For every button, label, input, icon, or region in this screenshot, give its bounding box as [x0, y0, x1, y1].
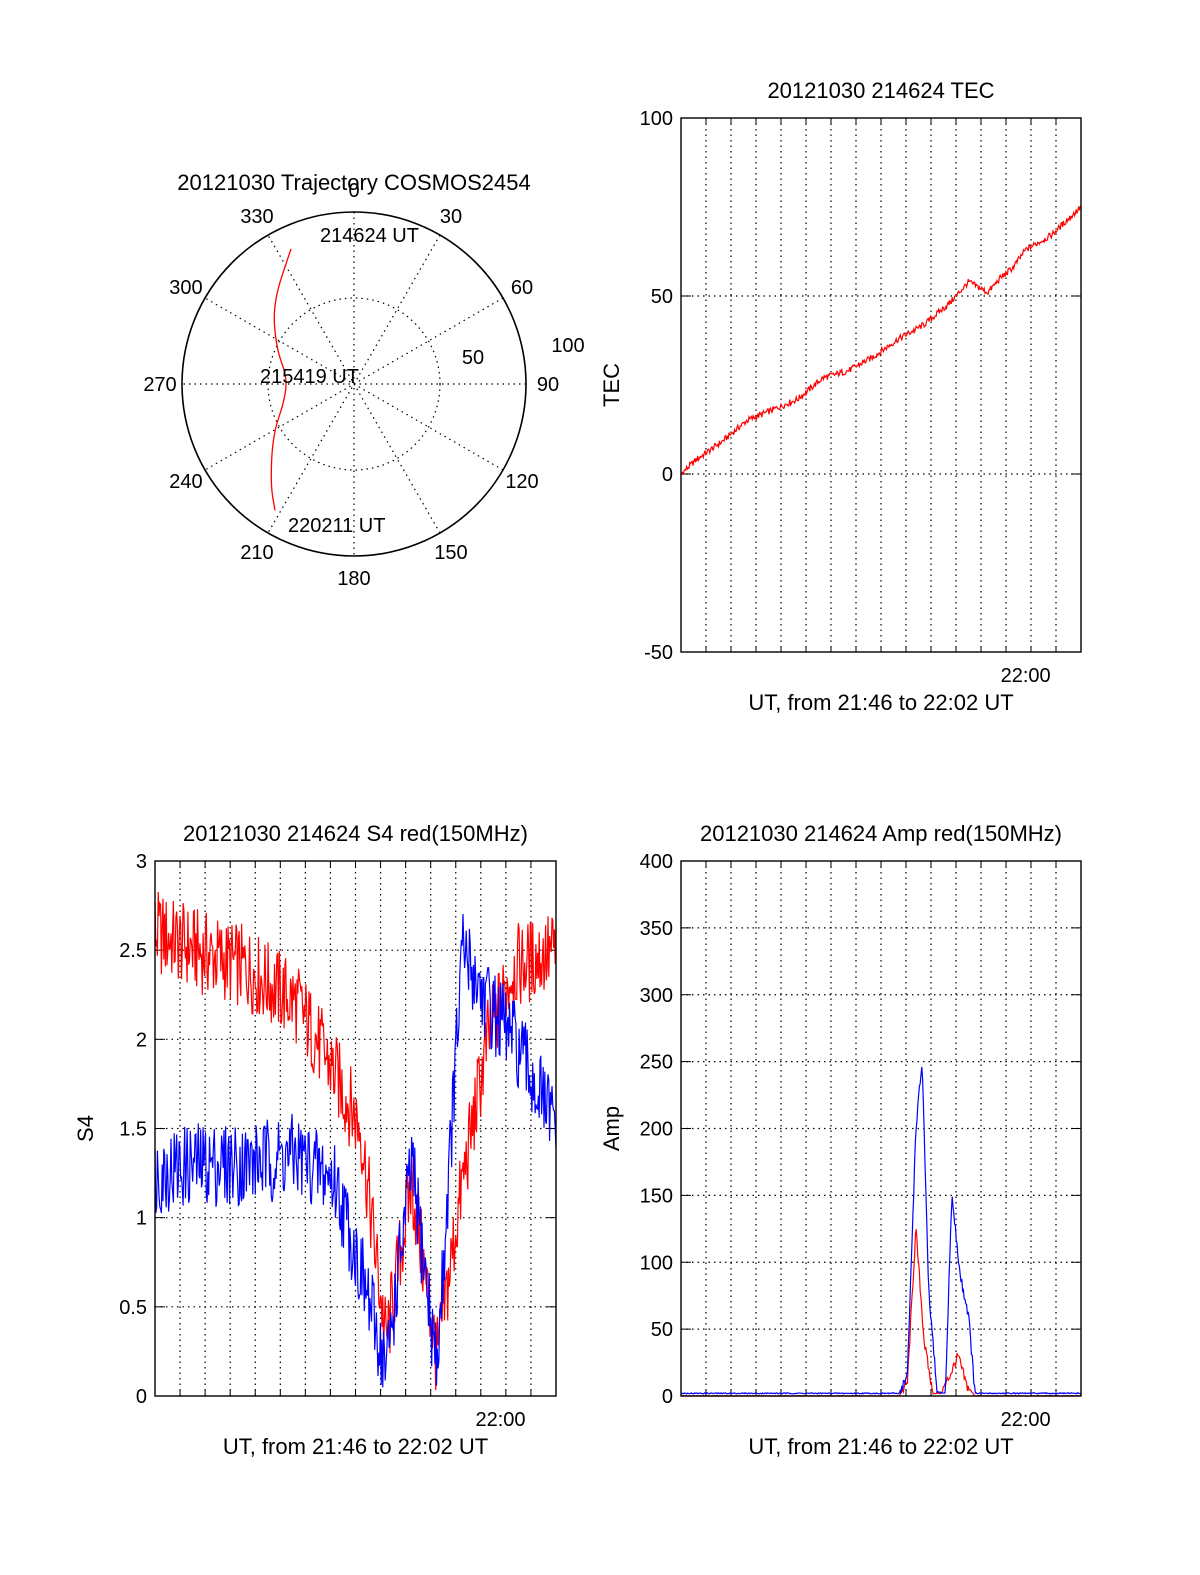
polar-azimuth-label-120: 120 [505, 471, 538, 493]
polar-inner-ring [267, 297, 441, 471]
tec-chart: 20121030 214624 TEC 100 50 0 -50 22:00 UT, fro… [599, 78, 1082, 715]
polar-azimuth-label-300: 300 [169, 277, 202, 299]
y-tick-label: 300 [640, 985, 673, 1007]
y-tick-label: 150 [640, 1185, 673, 1207]
y-tick-label: 100 [640, 108, 673, 130]
y-tick-label: 400 [640, 851, 673, 873]
y-tick-label: 50 [651, 286, 673, 308]
chart-title: 20121030 214624 S4 red(150MHz) [183, 821, 528, 846]
y-axis-label: S4 [73, 1115, 98, 1142]
grid-lines [155, 861, 556, 1396]
y-tick-label: 0 [136, 1386, 147, 1408]
polar-spoke-150 [267, 234, 441, 534]
plot-frame [680, 117, 1082, 653]
y-tick-label: 2 [136, 1029, 147, 1051]
series-line-2 [154, 913, 557, 1388]
y-tick-label: 2.5 [119, 940, 147, 962]
y-tick-label: -50 [644, 642, 673, 664]
polar-azimuth-label-270: 270 [143, 374, 176, 396]
x-tick-label: 22:00 [1001, 665, 1051, 687]
polar-azimuth-label-90: 90 [537, 374, 559, 396]
x-tick-label: 22:00 [475, 1409, 525, 1431]
polar-azimuth-label-180: 180 [337, 568, 370, 590]
chart-title: 20121030 214624 TEC [767, 78, 994, 103]
polar-azimuth-label-330: 330 [240, 206, 273, 228]
polar-track [270, 248, 292, 511]
x-axis-label: UT, from 21:46 to 22:02 UT [223, 1434, 488, 1459]
polar-azimuth-label-210: 210 [240, 542, 273, 564]
y-axis-label: TEC [599, 363, 624, 407]
polar-track-line [270, 248, 292, 511]
y-tick-label: 0.5 [119, 1297, 147, 1319]
grid-lines [681, 861, 1081, 1396]
polar-azimuth-labels: 0 30 60 90 120 150 180 210 240 270 300 330 [143, 180, 559, 590]
y-axis-label: Amp [599, 1106, 624, 1151]
polar-azimuth-label-150: 150 [434, 542, 467, 564]
y-tick-label: 50 [651, 1319, 673, 1341]
polar-radial-label-50: 50 [462, 347, 484, 369]
y-tick-label: 100 [640, 1252, 673, 1274]
track-label-start: 214624 UT [320, 225, 419, 247]
y-tick-label: 200 [640, 1119, 673, 1141]
s4-chart: 20121030 214624 S4 red(150MHz) 3 2.5 2 1.5 1 0… [73, 821, 557, 1459]
polar-azimuth-label-60: 60 [511, 277, 533, 299]
series-line-1 [154, 891, 557, 1391]
polar-spokes [182, 212, 526, 556]
x-axis-label: UT, from 21:46 to 22:02 UT [748, 1434, 1013, 1459]
polar-radial-label-100: 100 [551, 335, 584, 357]
axis-ticks [681, 117, 1081, 653]
grid-lines [681, 118, 1081, 652]
polar-azimuth-label-240: 240 [169, 471, 202, 493]
y-tick-label: 1 [136, 1208, 147, 1230]
track-label-mid: 215419 UT [260, 366, 359, 388]
axis-ticks [681, 860, 1081, 1397]
y-tick-label: 0 [662, 464, 673, 486]
plot-frame [154, 860, 557, 1397]
polar-azimuth-label-0: 0 [348, 180, 359, 202]
y-tick-label: 250 [640, 1052, 673, 1074]
track-label-end: 220211 UT [288, 515, 385, 537]
series-group [154, 891, 557, 1391]
amp-chart: 20121030 214624 Amp red(150MHz) 400 350 300… [599, 821, 1082, 1459]
y-tick-label: 3 [136, 851, 147, 873]
polar-azimuth-label-30: 30 [440, 206, 462, 228]
polar-trajectory-chart: 20121030 Trajectory COSMOS2454 0 30 60 90 12… [143, 170, 584, 590]
series-line-2 [681, 1066, 1082, 1395]
x-axis-label: UT, from 21:46 to 22:02 UT [748, 690, 1013, 715]
polar-title: 20121030 Trajectory COSMOS2454 [177, 170, 530, 195]
series-line-1 [680, 205, 1082, 475]
series-group [680, 1066, 1082, 1397]
plot-frame [680, 860, 1082, 1397]
chart-title: 20121030 214624 Amp red(150MHz) [700, 821, 1062, 846]
series-group [680, 205, 1082, 475]
y-tick-label: 0 [662, 1386, 673, 1408]
y-tick-label: 350 [640, 918, 673, 940]
axis-ticks [155, 860, 556, 1397]
y-tick-label: 1.5 [119, 1119, 147, 1141]
x-tick-label: 22:00 [1001, 1409, 1051, 1431]
